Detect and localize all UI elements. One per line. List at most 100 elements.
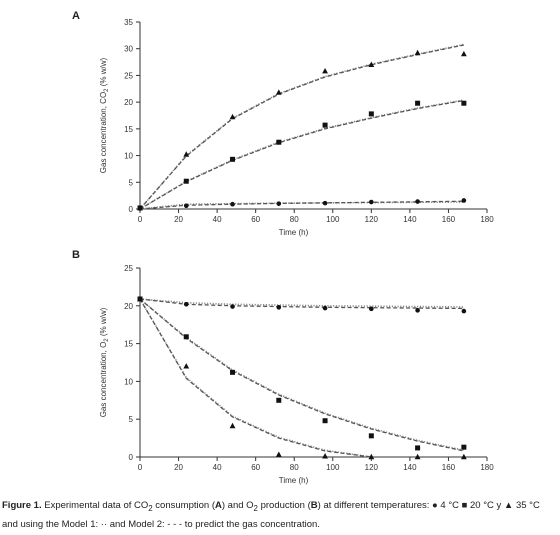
y-tick-label: 10	[124, 377, 133, 386]
x-tick-label: 100	[326, 215, 340, 224]
y-tick-label: 5	[129, 178, 134, 187]
data-point-circle	[322, 200, 328, 206]
data-point-triangle	[275, 89, 282, 95]
data-point-square	[415, 100, 421, 106]
data-point-circle	[461, 198, 467, 203]
model-2-curve	[139, 99, 464, 210]
model-2-curve	[139, 298, 372, 458]
caption-bold-a: A	[214, 500, 222, 511]
data-point-triangle	[183, 151, 190, 157]
data-point-circle	[230, 201, 235, 207]
y-tick-label: 20	[124, 302, 133, 311]
model-2-curve	[139, 44, 464, 210]
data-point-square	[368, 111, 374, 117]
y-tick-label: 25	[124, 264, 133, 273]
x-tick-label: 120	[365, 215, 379, 224]
data-point-square	[322, 122, 328, 128]
model-1-curve	[139, 298, 465, 451]
x-tick-label: 140	[403, 215, 417, 224]
y-tick-label: 5	[129, 415, 134, 424]
caption-text-1: Experimental data of CO	[41, 500, 149, 511]
model-2-curve	[139, 200, 464, 210]
panel-label-a: A	[72, 10, 80, 22]
data-point-triangle	[368, 453, 375, 460]
x-tick-label: 60	[251, 215, 260, 224]
data-point-circle	[276, 305, 282, 310]
caption-sub-1: 2	[148, 503, 153, 513]
data-point-triangle	[368, 61, 375, 67]
data-point-circle	[230, 304, 235, 309]
data-point-circle	[276, 201, 282, 206]
x-tick-label: 40	[213, 215, 222, 224]
data-point-triangle	[137, 204, 143, 211]
data-point-square	[276, 139, 282, 145]
y-tick-label: 10	[124, 152, 133, 161]
x-axis-title: Time (h)	[279, 228, 309, 237]
y-tick-label: 15	[124, 125, 133, 134]
data-point-square	[461, 444, 467, 450]
y-axis-title: Gas concentration, CO2 (% w/w)	[99, 57, 110, 173]
data-point-square	[230, 156, 236, 162]
data-point-circle	[415, 199, 420, 204]
data-point-triangle	[229, 113, 236, 120]
data-point-triangle	[460, 50, 467, 57]
caption-sub-2: 2	[253, 503, 258, 513]
y-axis-title: Gas concentration, O2 (% w/w)	[99, 307, 110, 417]
caption-text-4: production (	[257, 500, 311, 511]
model-1-curve	[139, 298, 372, 458]
x-tick-label: 60	[251, 463, 260, 472]
data-point-circle	[322, 305, 328, 311]
figure-caption: Figure 1. Experimental data of CO2 consu…	[2, 498, 558, 533]
y-tick-label: 35	[124, 18, 133, 27]
y-tick-label: 0	[129, 453, 134, 462]
data-point-triangle	[460, 453, 467, 460]
data-point-square	[322, 418, 328, 424]
model-1-curve	[139, 43, 465, 210]
y-tick-label: 0	[129, 205, 134, 214]
data-point-circle	[369, 199, 374, 205]
data-point-triangle	[322, 67, 328, 74]
y-tick-label: 20	[124, 98, 133, 107]
data-point-square	[183, 178, 189, 184]
data-point-square	[461, 100, 467, 106]
x-tick-label: 160	[442, 215, 456, 224]
model-1-curve	[139, 201, 464, 210]
x-tick-label: 80	[290, 463, 299, 472]
data-point-square	[230, 369, 236, 375]
data-point-triangle	[414, 453, 421, 460]
data-point-triangle	[137, 295, 143, 302]
x-tick-label: 0	[138, 215, 143, 224]
panel-a-chart: 0 5 10 15 20 25 30 35 0 20 40 60 80 100 120 140 160 180 Ti…	[99, 18, 494, 237]
data-point-circle	[183, 301, 189, 307]
x-tick-label: 0	[138, 463, 143, 472]
y-tick-label: 30	[124, 45, 133, 54]
x-tick-label: 20	[174, 215, 183, 224]
data-point-triangle	[322, 453, 328, 459]
data-point-circle	[461, 308, 467, 314]
data-point-triangle	[183, 363, 190, 369]
caption-text-3: ) and O	[221, 500, 254, 511]
data-point-square	[276, 397, 282, 403]
x-tick-label: 80	[290, 215, 299, 224]
x-tick-label: 180	[480, 215, 494, 224]
model-2-curve	[139, 298, 465, 452]
x-tick-label: 120	[365, 463, 379, 472]
caption-label: Figure 1.	[2, 500, 42, 511]
data-point-square	[368, 433, 374, 439]
x-tick-label: 140	[403, 463, 417, 472]
data-point-circle	[369, 306, 374, 312]
data-point-triangle	[275, 451, 282, 457]
caption-text-2: consumption (	[152, 500, 215, 511]
panel-label-b: B	[72, 249, 80, 261]
panel-b-chart: 0 5 10 15 20 25 0 20 40 60 80 100 120 140 160 180 Time (…	[99, 264, 494, 485]
model-2-curve	[139, 298, 464, 310]
y-tick-label: 15	[124, 340, 133, 349]
x-tick-label: 40	[213, 463, 222, 472]
x-tick-label: 20	[174, 463, 183, 472]
data-point-circle	[183, 203, 189, 209]
data-point-square	[183, 334, 189, 340]
model-1-curve	[139, 298, 464, 308]
x-tick-label: 100	[326, 463, 340, 472]
data-point-triangle	[229, 422, 236, 429]
data-point-triangle	[414, 49, 421, 56]
